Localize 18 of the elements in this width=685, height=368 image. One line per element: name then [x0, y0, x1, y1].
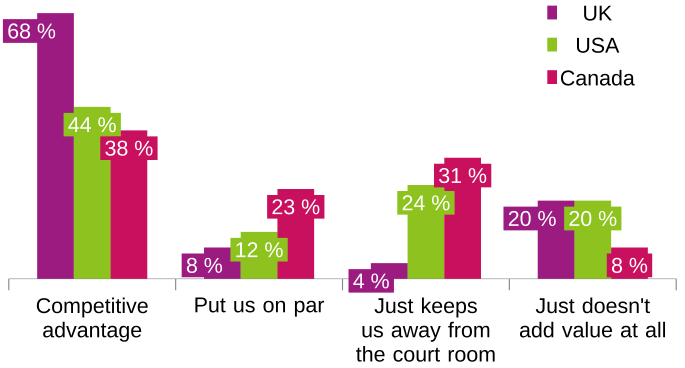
- legend-label: USA: [577, 37, 620, 53]
- data-label: 20 %: [569, 210, 616, 226]
- x-tick-label: Competitive advantage: [36, 297, 148, 342]
- data-label: 44 %: [68, 117, 116, 132]
- data-label: 68 %: [8, 23, 56, 38]
- data-label: 20 %: [508, 210, 556, 226]
- data-label: 31 %: [439, 168, 486, 183]
- x-tick-label: Just keeps us away from the court room: [356, 297, 495, 362]
- x-tick-label: Put us on par: [195, 297, 324, 316]
- data-label: 24 %: [402, 195, 450, 210]
- legend-label: UK: [584, 6, 612, 20]
- x-tick-label: Just doesn't add value at all: [520, 297, 666, 338]
- data-label: 4 %: [353, 273, 389, 288]
- data-label: 38 %: [105, 140, 153, 156]
- data-label: 8 %: [186, 258, 222, 273]
- data-label: 12 %: [236, 242, 283, 258]
- data-label: 23 %: [272, 199, 320, 214]
- legend-label: Canada: [560, 70, 635, 86]
